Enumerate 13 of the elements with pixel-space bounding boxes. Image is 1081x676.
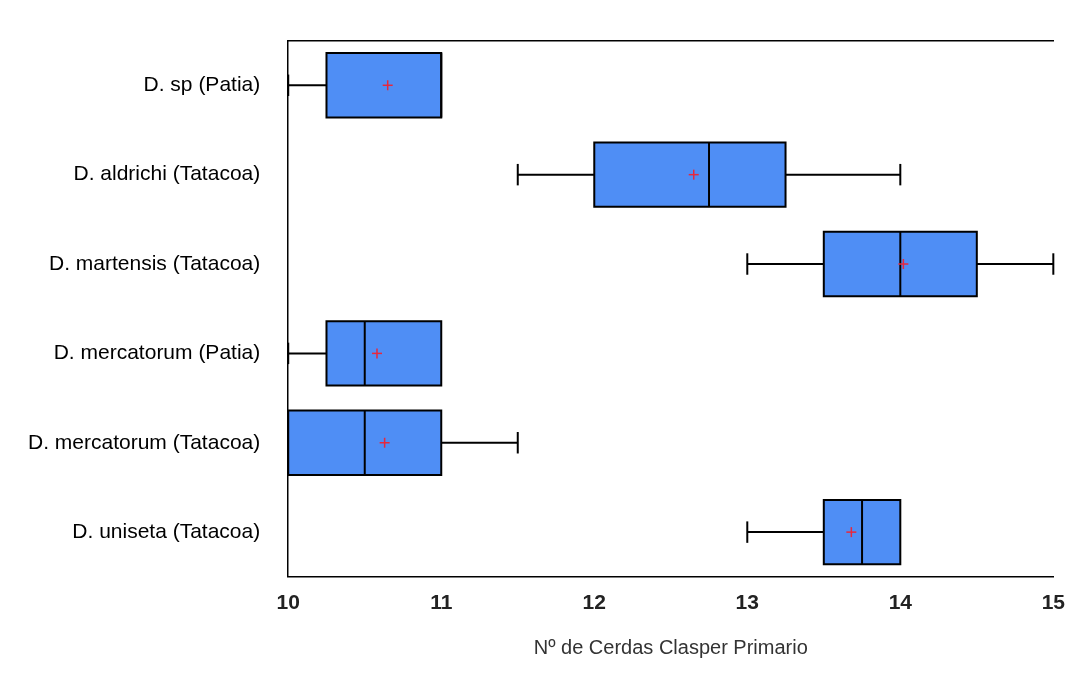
x-tick-label: 13 xyxy=(735,590,759,614)
y-tick-label: D. mercatorum (Tatacoa) xyxy=(28,429,261,453)
y-tick-label: D. mercatorum (Patia) xyxy=(53,340,261,364)
x-tick-label: 12 xyxy=(582,590,606,614)
x-tick-label: 14 xyxy=(888,590,913,614)
y-tick-label: D. aldrichi (Tatacoa) xyxy=(73,161,261,185)
x-tick-label: 10 xyxy=(276,590,300,614)
x-axis-title: Nº de Cerdas Clasper Primario xyxy=(533,635,808,658)
y-tick-label: D. uniseta (Tatacoa) xyxy=(72,518,261,542)
x-tick-label: 15 xyxy=(1041,590,1066,614)
y-tick-label: D. sp (Patia) xyxy=(143,72,261,96)
x-tick-label: 11 xyxy=(430,590,453,614)
y-tick-label: D. martensis (Tatacoa) xyxy=(49,250,261,274)
